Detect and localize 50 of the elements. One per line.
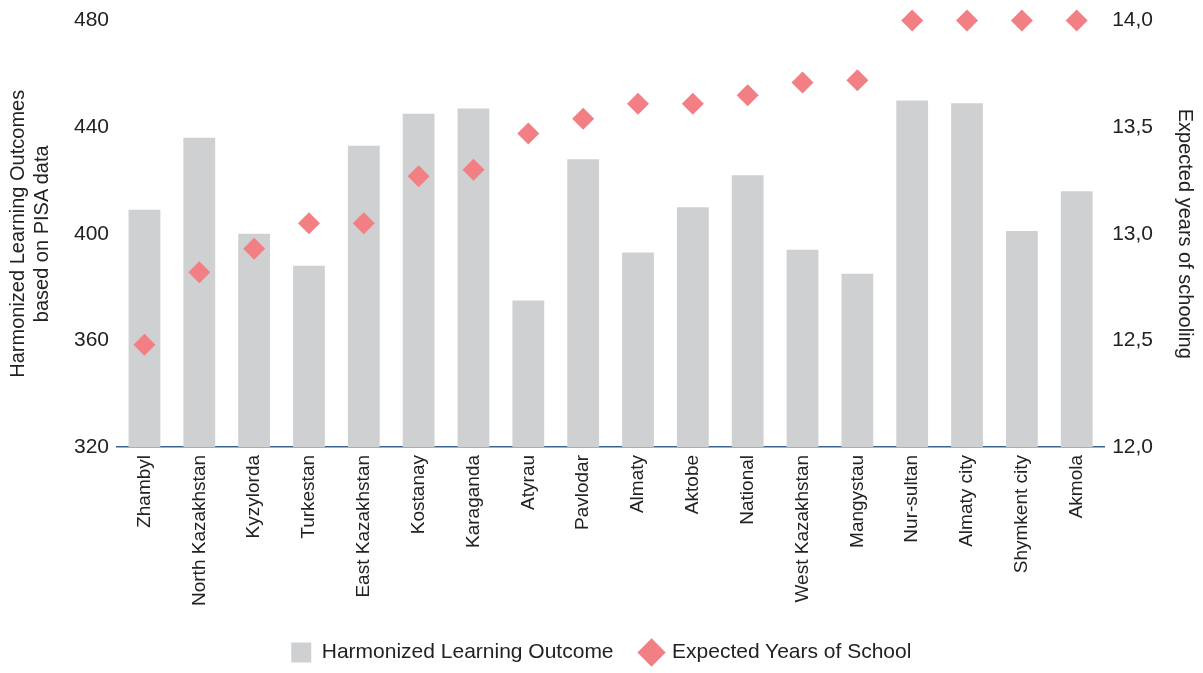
x-tick-label: Kyzylorda <box>242 454 264 539</box>
point <box>243 237 266 260</box>
legend-label: Expected Years of School <box>672 639 912 663</box>
point <box>1010 9 1033 32</box>
y2-axis-title: Expected years of schooling <box>1175 108 1198 359</box>
x-tick-label: Kostanay <box>406 454 428 535</box>
x-tick-label: Almaty <box>626 454 648 514</box>
x-tick-label: Shymkent city <box>1010 454 1032 574</box>
y-tick-label: 480 <box>73 7 110 31</box>
x-tick-label: North Kazakhstan <box>187 454 209 607</box>
point <box>352 212 375 235</box>
x-tick-label: East Kazakhstan <box>352 454 374 598</box>
point <box>517 122 540 145</box>
legend-label: Harmonized Learning Outcome <box>321 639 614 663</box>
point <box>627 92 649 115</box>
point <box>736 84 759 107</box>
point <box>188 261 211 284</box>
x-tick-label: Pavlodar <box>571 454 593 530</box>
y-tick-label: 400 <box>73 220 110 244</box>
x-tick-label: Karaganda <box>461 454 483 548</box>
point <box>791 71 814 94</box>
point <box>462 158 485 181</box>
x-tick-label: Zhambyl <box>132 454 154 528</box>
y-tick-label: 440 <box>73 113 110 137</box>
y2-tick-label: 12,5 <box>1112 327 1153 351</box>
point <box>846 69 869 92</box>
y2-tick-label: 12,0 <box>1112 433 1153 457</box>
point <box>133 333 156 356</box>
x-tick-label: Nur-sultan <box>900 454 922 543</box>
x-tick-label: Akmola <box>1064 454 1086 519</box>
x-tick-label: Almaty city <box>955 454 977 547</box>
point <box>901 9 924 32</box>
y2-tick-label: 14,0 <box>1112 7 1153 31</box>
x-tick-label: Mangystau <box>845 454 867 548</box>
point <box>297 212 320 235</box>
x-tick-label: Turkestan <box>297 454 319 539</box>
y-axis-title: Harmonized Learning Outcomes based on PISA data <box>5 89 52 378</box>
point <box>1065 9 1088 32</box>
y2-tick-label: 13,5 <box>1112 113 1153 137</box>
x-tick-label: Aktobe <box>681 454 703 515</box>
y-tick-label: 320 <box>73 433 110 457</box>
y2-tick-label: 13,0 <box>1112 220 1153 244</box>
point <box>407 165 430 188</box>
x-tick-label: National <box>735 454 757 525</box>
y-tick-label: 360 <box>73 327 110 351</box>
x-tick-label: West Kazakhstan <box>790 454 812 603</box>
x-tick-label: Atyrau <box>516 454 538 510</box>
point <box>681 92 704 115</box>
point <box>572 107 595 130</box>
point <box>956 9 979 32</box>
